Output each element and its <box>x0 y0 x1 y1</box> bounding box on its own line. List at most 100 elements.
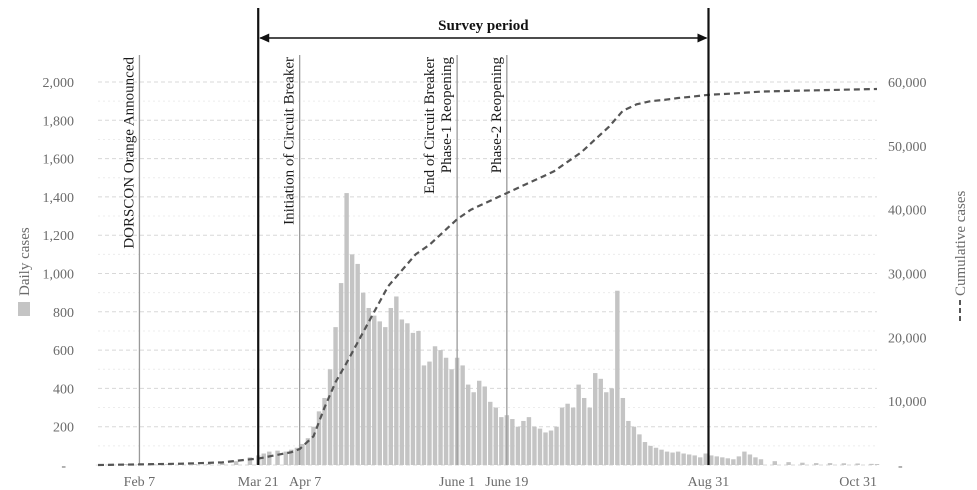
daily-cases-bar <box>703 453 708 465</box>
y-left-tick-label: 200 <box>53 421 74 436</box>
y-right-tick-label: - <box>898 459 903 474</box>
daily-cases-bar <box>609 388 615 465</box>
axes: - 200 400 600 800 1,000 1,200 1,400 1,600 1,800 2,… <box>43 76 927 490</box>
daily-cases-bar <box>800 462 805 465</box>
daily-cases-bar <box>267 451 272 465</box>
daily-cases-bar <box>383 327 388 465</box>
daily-cases-bar <box>449 369 454 465</box>
daily-cases-bar <box>283 451 289 465</box>
daily-cases-bar <box>355 263 360 465</box>
daily-cases-bar <box>855 463 860 465</box>
daily-cases-bar <box>333 327 338 465</box>
event-label: End of Circuit Breaker <box>422 57 438 194</box>
y-left-tick-label: 2,000 <box>43 76 75 91</box>
y-right-tick-label: 10,000 <box>888 395 927 410</box>
daily-cases-bar <box>620 397 626 465</box>
daily-cases-bar <box>261 453 266 465</box>
y-left-tick-label: 600 <box>53 344 74 359</box>
daily-cases-bar <box>377 321 382 465</box>
daily-cases-bar <box>731 459 736 465</box>
daily-cases-legend-swatch <box>18 302 30 316</box>
daily-cases-bar <box>786 462 791 465</box>
daily-cases-bar <box>653 447 659 465</box>
daily-cases-bar <box>164 464 170 465</box>
daily-cases-bar <box>388 307 394 465</box>
y-left-tick-label: 1,400 <box>43 191 75 206</box>
daily-cases-bar <box>714 456 719 465</box>
cumulative-cases-line <box>97 87 878 467</box>
daily-cases-bar <box>631 426 637 465</box>
x-tick-label: Apr 7 <box>289 475 321 490</box>
daily-cases-bar <box>675 451 681 465</box>
legend: Daily cases Cumulative cases <box>17 190 969 322</box>
daily-cases-bar <box>220 463 225 465</box>
daily-cases-bar <box>300 443 305 465</box>
daily-cases-bar <box>587 407 592 465</box>
daily-cases-bar <box>742 451 747 465</box>
daily-cases-bar <box>482 386 487 465</box>
x-tick-label: Feb 7 <box>124 475 156 490</box>
daily-cases-bar <box>570 407 576 465</box>
daily-cases-bar <box>432 346 438 465</box>
daily-cases-bar <box>233 461 239 465</box>
daily-cases-bar <box>399 319 405 465</box>
daily-cases-bar <box>247 457 253 465</box>
daily-cases-bar <box>537 428 543 465</box>
daily-cases-bar <box>95 464 101 466</box>
daily-cases-bar <box>394 296 399 465</box>
daily-cases-bar <box>360 292 366 465</box>
cumulative-cases-line <box>97 87 878 467</box>
daily-cases-bar <box>642 442 648 465</box>
daily-cases-bar <box>532 426 537 465</box>
survey-arrowhead-left <box>259 33 270 43</box>
event-label: DORSCON Orange Announced <box>121 57 137 249</box>
event-label: Phase-2 Reopening <box>489 57 505 174</box>
y-left-axis-label: Daily cases <box>17 227 33 296</box>
y-left-tick-label: 1,000 <box>43 268 75 283</box>
daily-cases-bar <box>206 463 211 465</box>
daily-cases-bar <box>344 193 349 465</box>
daily-cases-bar <box>554 426 559 465</box>
daily-cases-bar <box>499 417 504 465</box>
x-tick-label: June 19 <box>485 475 528 490</box>
daily-cases-bar <box>747 454 753 465</box>
daily-cases-bar <box>488 401 493 465</box>
y-left-tick-label: 1,800 <box>43 114 75 129</box>
y-right-tick-label: 40,000 <box>888 204 927 219</box>
daily-cases-bar <box>460 365 465 465</box>
daily-cases-bar <box>697 457 703 465</box>
daily-cases-bar <box>372 315 377 465</box>
event-label: Phase-1 Reopening <box>439 57 455 174</box>
daily-cases-bar <box>827 463 833 465</box>
daily-cases-bar <box>366 307 371 465</box>
daily-cases-bar <box>598 378 603 465</box>
daily-cases-bar <box>327 369 333 465</box>
daily-cases-bar <box>322 397 327 465</box>
daily-cases-bar <box>410 332 416 465</box>
daily-cases-bar <box>477 380 482 465</box>
daily-cases-bar <box>294 447 300 465</box>
y-left-tick-label: - <box>61 459 66 474</box>
daily-cases-bar <box>305 438 311 465</box>
y-right-tick-label: 60,000 <box>888 76 927 91</box>
daily-cases-bar <box>664 451 670 465</box>
y-left-tick-label: 1,200 <box>43 229 75 244</box>
daily-cases-bar <box>316 411 322 465</box>
daily-cases-bar <box>443 357 449 465</box>
x-tick-label: June 1 <box>439 475 475 490</box>
y-left-tick-label: 800 <box>53 306 74 321</box>
daily-cases-bar <box>526 417 532 465</box>
daily-cases-bar <box>593 373 598 465</box>
daily-cases-bars <box>95 193 880 466</box>
daily-cases-bar <box>543 432 548 465</box>
survey-arrowhead-right <box>697 33 708 43</box>
daily-cases-bar <box>548 430 554 465</box>
daily-cases-bar <box>493 407 498 465</box>
daily-cases-bar <box>405 323 410 465</box>
daily-cases-bar <box>604 392 609 465</box>
event-label: Initiation of Circuit Breaker <box>282 57 298 225</box>
x-tick-label: Mar 21 <box>238 475 279 490</box>
y-right-tick-label: 20,000 <box>888 331 927 346</box>
daily-cases-bar <box>427 361 432 465</box>
